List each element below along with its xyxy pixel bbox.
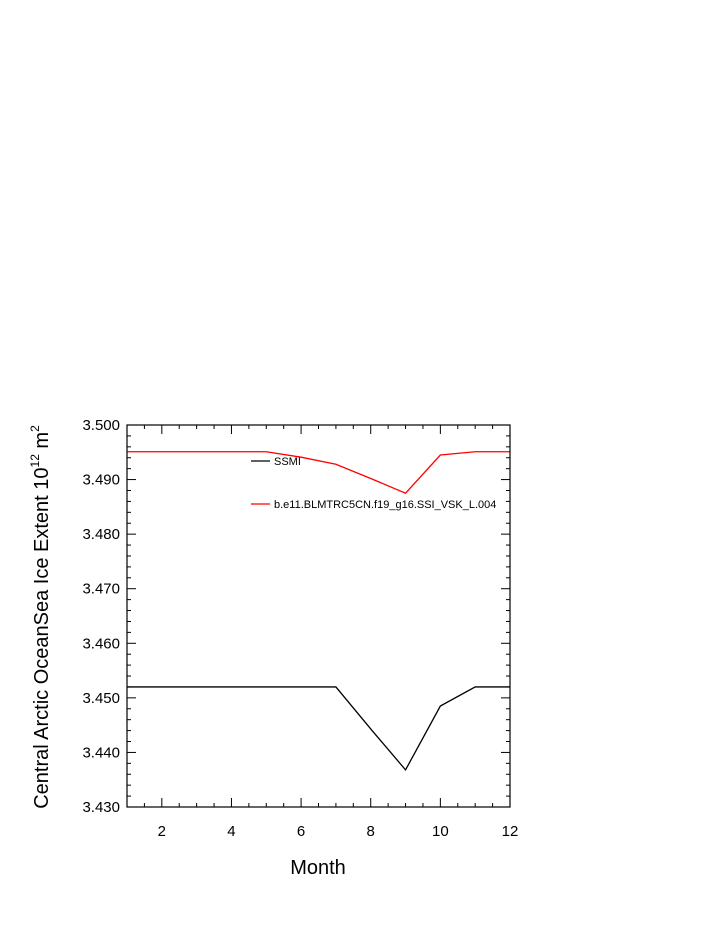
y-axis-label-main: Central Arctic OceanSea Ice Extent 10 bbox=[31, 467, 53, 808]
y-tick-label: 3.500 bbox=[82, 417, 120, 434]
series-line-1 bbox=[127, 451, 510, 494]
x-tick-label: 12 bbox=[502, 823, 519, 840]
axis-ticks: 2 4 6 8 10 12 3.430 3.440 3.450 3.460 3.470 3.480 3.… bbox=[82, 417, 518, 840]
legend: SSMI b.e11.BLMTRC5CN.f19_g16.SSI_VSK_L.00… bbox=[251, 456, 496, 511]
y-axis-label-unit: m bbox=[31, 432, 53, 454]
y-tick-label: 3.440 bbox=[82, 744, 120, 761]
y-tick-label: 3.460 bbox=[82, 635, 120, 652]
x-tick-label: 8 bbox=[367, 823, 375, 840]
y-tick-label: 3.480 bbox=[82, 526, 120, 543]
legend-label-1: b.e11.BLMTRC5CN.f19_g16.SSI_VSK_L.004 bbox=[274, 499, 496, 511]
legend-label-0: SSMI bbox=[274, 456, 301, 468]
y-tick-label: 3.490 bbox=[82, 472, 120, 489]
plot-area bbox=[127, 451, 510, 772]
x-tick-label: 4 bbox=[227, 823, 235, 840]
series-line-0 bbox=[127, 686, 510, 772]
y-axis-label-unit-exponent: 2 bbox=[28, 425, 42, 432]
y-axis-label: Central Arctic OceanSea Ice Extent 1012 … bbox=[28, 425, 53, 809]
y-tick-label: 3.450 bbox=[82, 690, 120, 707]
y-axis-label-exponent: 12 bbox=[28, 454, 42, 468]
x-tick-label: 2 bbox=[158, 823, 166, 840]
x-tick-label: 6 bbox=[297, 823, 305, 840]
y-tick-label: 3.470 bbox=[82, 581, 120, 598]
plot-frame bbox=[126, 424, 511, 808]
x-axis-label: Month bbox=[290, 857, 346, 879]
y-tick-label: 3.430 bbox=[82, 799, 120, 816]
x-tick-label: 10 bbox=[432, 823, 449, 840]
